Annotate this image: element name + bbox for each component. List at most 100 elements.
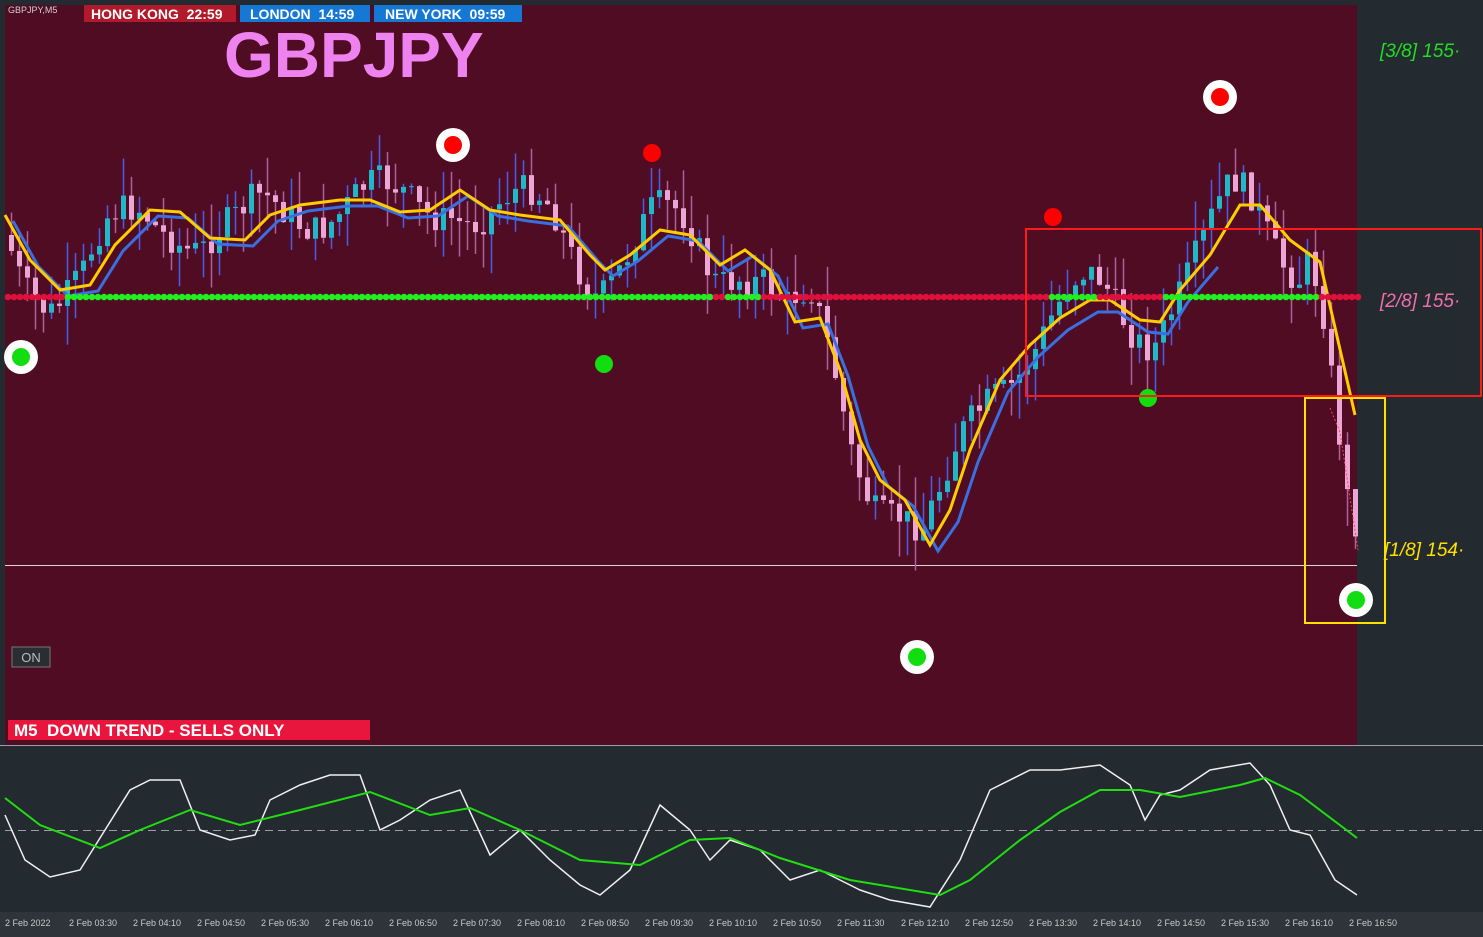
trend-dot xyxy=(934,293,942,301)
trend-dot xyxy=(1258,293,1266,301)
candle xyxy=(1097,266,1102,285)
trend-dot xyxy=(748,293,756,301)
trend-dot xyxy=(700,293,708,301)
trend-dot xyxy=(646,293,654,301)
trend-dot xyxy=(190,293,198,301)
candle xyxy=(153,221,158,226)
time-label: 2 Feb 05:30 xyxy=(261,918,309,928)
candle xyxy=(1353,489,1358,537)
trend-dot xyxy=(694,293,702,301)
trend-dot xyxy=(838,293,846,301)
candle xyxy=(1185,262,1190,282)
trend-dot xyxy=(982,293,990,301)
trend-dot xyxy=(4,293,12,301)
trend-dot xyxy=(1234,293,1242,301)
trend-dot xyxy=(724,293,732,301)
on-button-label[interactable]: ON xyxy=(21,650,41,665)
signal-dot xyxy=(444,136,462,154)
candle xyxy=(185,245,190,249)
candle xyxy=(1161,320,1166,343)
candle xyxy=(33,277,38,299)
candle xyxy=(769,269,774,295)
trend-dot xyxy=(1078,293,1086,301)
candle xyxy=(313,217,318,239)
trend-dot xyxy=(130,293,138,301)
candle xyxy=(1073,285,1078,298)
candle xyxy=(1241,172,1246,192)
candle xyxy=(465,221,470,223)
trend-dot xyxy=(502,293,510,301)
trend-dot xyxy=(466,293,474,301)
candle xyxy=(9,235,14,251)
trend-dot xyxy=(640,293,648,301)
candle xyxy=(257,183,262,193)
trend-dot xyxy=(340,293,348,301)
trend-dot xyxy=(1288,293,1296,301)
candle xyxy=(753,276,758,296)
trend-dot xyxy=(112,293,120,301)
trend-dot xyxy=(382,293,390,301)
trend-dot xyxy=(766,293,774,301)
trend-dot xyxy=(274,293,282,301)
candle xyxy=(321,217,326,238)
trend-dot xyxy=(610,293,618,301)
signal-dot xyxy=(1139,389,1157,407)
time-label: 2 Feb 09:30 xyxy=(645,918,693,928)
trend-dot xyxy=(358,293,366,301)
candle xyxy=(721,272,726,274)
trend-dot xyxy=(298,293,306,301)
trend-dot xyxy=(232,293,240,301)
session: NEW YORK 09:59 xyxy=(385,6,506,22)
candle xyxy=(417,186,422,202)
trend-dot xyxy=(1300,293,1308,301)
candle xyxy=(657,190,662,198)
trend-dot xyxy=(40,293,48,301)
trend-dot xyxy=(310,293,318,301)
time-label: 2 Feb 07:30 xyxy=(453,918,501,928)
candle xyxy=(817,302,822,306)
trend-dot xyxy=(598,293,606,301)
on-button[interactable] xyxy=(11,646,51,668)
trend-dot xyxy=(82,293,90,301)
candle xyxy=(441,208,446,231)
candle xyxy=(601,280,606,294)
trend-dot xyxy=(472,293,480,301)
candle xyxy=(1137,334,1142,348)
trend-dot xyxy=(658,293,666,301)
trend-dot xyxy=(1042,293,1050,301)
candle xyxy=(329,221,334,238)
candle xyxy=(473,221,478,233)
candle xyxy=(233,206,238,208)
candle xyxy=(1201,229,1206,241)
trend-dots xyxy=(4,293,1362,301)
candle xyxy=(761,269,766,277)
trend-dot xyxy=(262,293,270,301)
trend-dot xyxy=(106,293,114,301)
trend-dot xyxy=(1120,293,1128,301)
trend-dot xyxy=(868,293,876,301)
candles xyxy=(9,135,1358,571)
trend-dot xyxy=(952,293,960,301)
candle xyxy=(1233,174,1238,192)
trend-dot xyxy=(478,293,486,301)
trend-dot xyxy=(1072,293,1080,301)
candle xyxy=(1313,251,1318,287)
indicator-lines xyxy=(3,188,1359,908)
candle xyxy=(497,204,502,210)
trend-dot xyxy=(142,293,150,301)
trend-dot xyxy=(148,293,156,301)
trend-dot xyxy=(118,293,126,301)
candle xyxy=(705,238,710,276)
trend-dot xyxy=(718,293,726,301)
candle xyxy=(545,200,550,205)
candle xyxy=(1257,205,1262,211)
trend-dot xyxy=(1006,293,1014,301)
trend-dot xyxy=(808,293,816,301)
trend-dot xyxy=(520,293,528,301)
time-label: 2 Feb 2022 xyxy=(5,918,51,928)
candle xyxy=(1105,284,1110,289)
candle xyxy=(729,272,734,290)
trend-dot xyxy=(490,293,498,301)
trend-dot xyxy=(1108,293,1116,301)
time-label: 2 Feb 04:10 xyxy=(133,918,181,928)
